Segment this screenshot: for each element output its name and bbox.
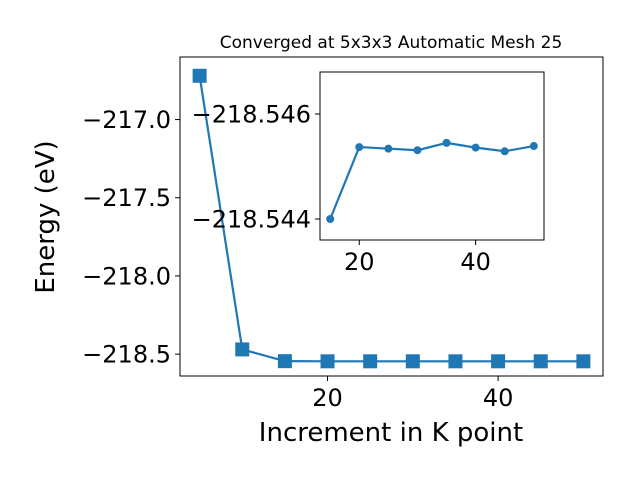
main-chart-title: Converged at 5x3x3 Automatic Mesh 25 — [220, 33, 563, 53]
inset-data-point — [442, 138, 451, 147]
inset-x-tick-label: 40 — [460, 248, 491, 276]
main-y-tick-label: −217.0 — [82, 106, 171, 134]
main-series-line — [198, 75, 584, 363]
inset-series — [326, 138, 538, 223]
main-x-axis: 20 40 — [312, 376, 513, 412]
main-y-axis-label: Energy (eV) — [31, 140, 61, 293]
main-data-point — [533, 354, 548, 369]
main-data-point — [235, 342, 250, 357]
main-x-tick-label: 40 — [483, 384, 514, 412]
main-y-axis: −217.0 −217.5 −218.0 −218.5 — [82, 106, 180, 369]
inset-background — [320, 72, 544, 240]
inset-x-axis: 20 40 — [344, 240, 491, 276]
inset-data-point — [529, 142, 538, 151]
inset-data-point — [384, 144, 393, 153]
main-data-point — [491, 354, 506, 369]
main-y-tick-label: −218.5 — [82, 341, 171, 369]
main-data-point — [405, 354, 420, 369]
main-data-point — [576, 354, 591, 369]
main-data-point — [277, 354, 292, 369]
main-x-tick-label: 20 — [312, 384, 343, 412]
main-y-tick-label: −218.0 — [82, 262, 171, 290]
inset-y-tick-label: −218.546 — [192, 100, 311, 128]
main-y-tick-label: −217.5 — [82, 184, 171, 212]
main-data-point — [448, 354, 463, 369]
main-x-axis-label: Increment in K point — [259, 418, 523, 448]
inset-data-point — [355, 143, 364, 152]
main-data-point — [320, 354, 335, 369]
inset-series-line — [329, 141, 535, 220]
inset-x-tick-label: 20 — [344, 248, 375, 276]
inset-plot-frame — [319, 71, 545, 241]
inset-data-point — [413, 146, 422, 155]
inset-data-point — [326, 215, 335, 223]
main-plot-frame — [179, 56, 604, 377]
main-data-point — [363, 354, 378, 369]
inset-data-point — [471, 143, 480, 152]
inset-data-point — [500, 147, 509, 156]
inset-y-axis: −218.546 −218.544 — [192, 100, 320, 233]
main-data-point — [192, 68, 207, 83]
main-series — [192, 68, 591, 369]
inset-y-tick-label: −218.544 — [192, 205, 311, 233]
